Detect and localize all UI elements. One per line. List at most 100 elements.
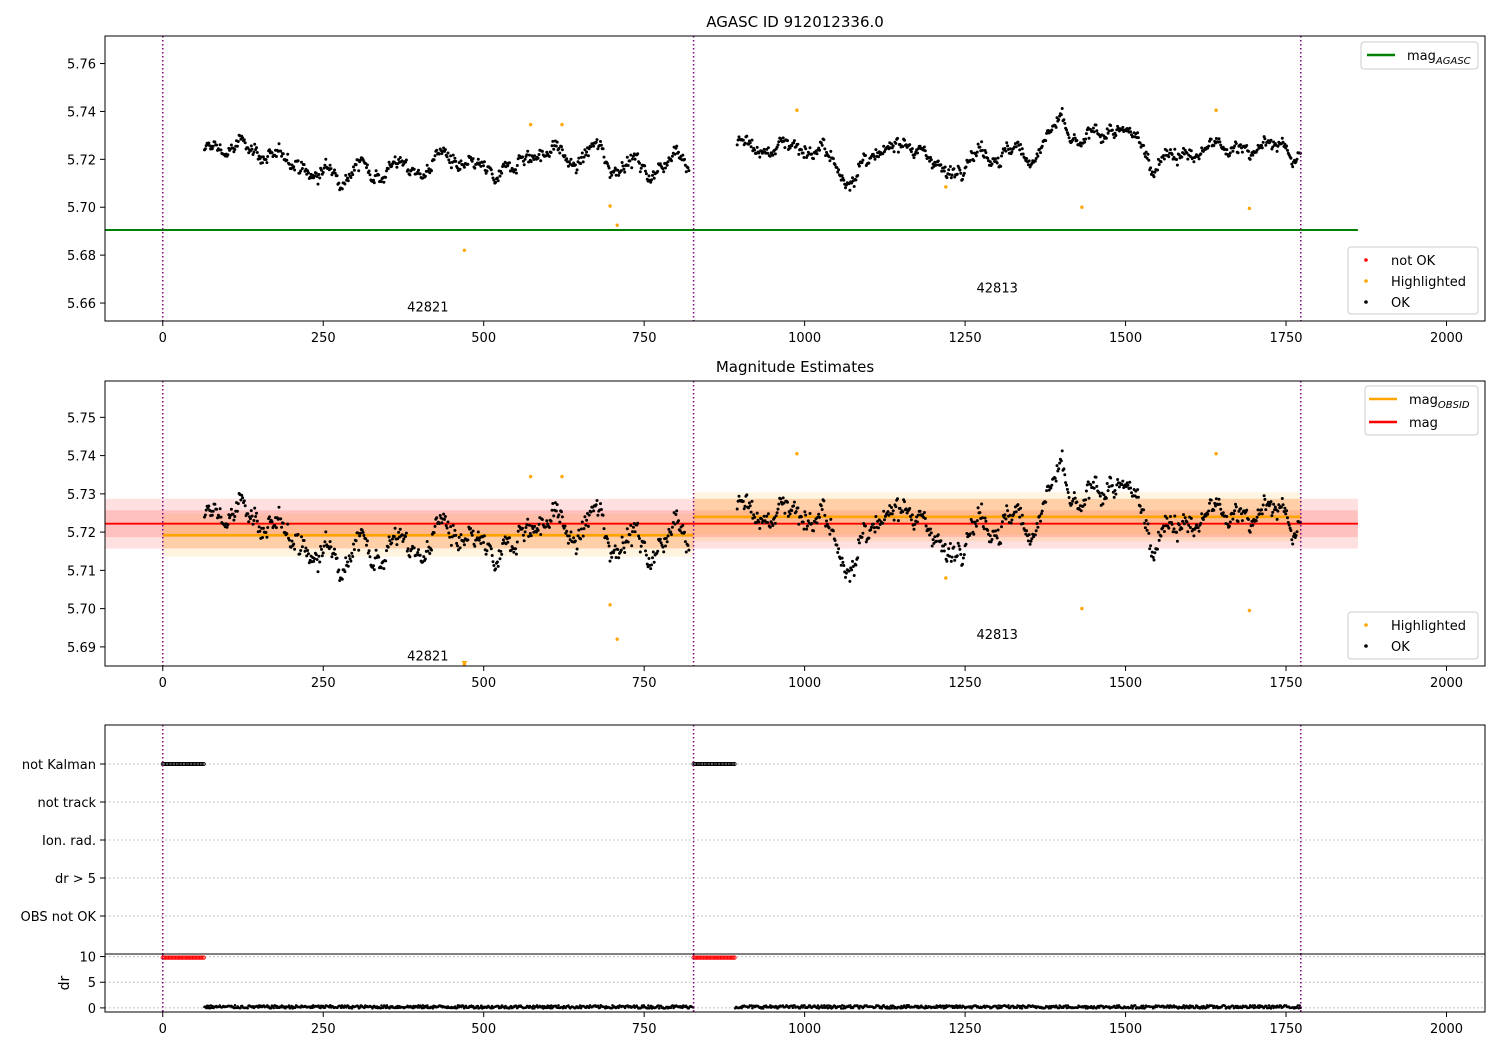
ok-point bbox=[318, 560, 322, 564]
ok-point bbox=[246, 512, 250, 516]
highlighted-point bbox=[528, 122, 533, 127]
dr-ok-point bbox=[1143, 1006, 1147, 1010]
ok-point bbox=[462, 543, 466, 547]
ok-point bbox=[398, 156, 402, 159]
dr-not-ok-point bbox=[201, 955, 206, 960]
ok-point bbox=[1136, 495, 1140, 499]
ok-point bbox=[430, 548, 433, 552]
ok-point bbox=[945, 176, 949, 180]
ok-point bbox=[848, 188, 852, 192]
ok-point bbox=[264, 158, 268, 161]
dr-ok-point bbox=[233, 1004, 237, 1007]
ok-point bbox=[215, 507, 219, 511]
ok-point bbox=[1214, 497, 1218, 501]
ok-point bbox=[268, 515, 271, 519]
ok-point bbox=[912, 527, 916, 531]
ok-point bbox=[500, 552, 504, 556]
ok-point bbox=[1129, 486, 1133, 490]
ok-point bbox=[644, 172, 648, 176]
ok-point bbox=[656, 549, 660, 553]
ok-point bbox=[305, 554, 309, 558]
ok-point bbox=[492, 178, 496, 182]
dr-not-ok-point bbox=[178, 955, 184, 960]
x-tick-label: 250 bbox=[311, 1022, 336, 1037]
ok-point bbox=[340, 187, 344, 191]
ok-point bbox=[584, 153, 588, 157]
ok-point bbox=[850, 181, 854, 185]
ok-point bbox=[565, 157, 569, 161]
ok-point bbox=[1167, 155, 1171, 159]
x-tick-label: 0 bbox=[159, 676, 167, 691]
dr-ok-point bbox=[1231, 1004, 1235, 1008]
ok-point bbox=[592, 509, 596, 513]
ok-point bbox=[1221, 145, 1225, 149]
ok-point bbox=[620, 535, 624, 539]
ok-point bbox=[903, 500, 906, 504]
ok-point bbox=[1240, 519, 1244, 523]
dr-not-ok-point bbox=[725, 955, 730, 960]
x-tick-label: 2000 bbox=[1430, 1022, 1463, 1037]
ok-point bbox=[922, 145, 926, 149]
ok-point bbox=[457, 535, 461, 539]
ok-point bbox=[949, 176, 953, 180]
ok-point bbox=[1264, 508, 1268, 512]
ok-point bbox=[948, 554, 951, 558]
ok-point bbox=[315, 175, 319, 178]
ok-point bbox=[1120, 483, 1124, 487]
ok-point bbox=[1027, 533, 1031, 537]
ok-point bbox=[888, 504, 892, 508]
ok-point bbox=[1291, 542, 1295, 546]
dr-ok-point bbox=[890, 1006, 893, 1010]
ok-point bbox=[825, 519, 828, 523]
ok-point bbox=[837, 547, 841, 551]
ok-point bbox=[677, 519, 680, 523]
ok-point bbox=[281, 152, 285, 156]
ok-point bbox=[352, 168, 356, 172]
magnitude-estimates-frame bbox=[104, 380, 1486, 667]
ok-point bbox=[614, 556, 618, 559]
ok-point bbox=[833, 163, 837, 167]
ok-point bbox=[456, 548, 460, 552]
ok-point bbox=[996, 156, 1000, 160]
ok-point bbox=[970, 151, 974, 155]
ok-point bbox=[440, 521, 444, 525]
dr-not-ok-point bbox=[709, 955, 715, 960]
ok-point bbox=[273, 523, 277, 527]
dr-ok-point bbox=[287, 1004, 291, 1007]
ok-point bbox=[476, 530, 480, 534]
ok-point bbox=[1175, 158, 1179, 161]
ok-point bbox=[516, 529, 520, 533]
ok-point bbox=[437, 522, 441, 525]
highlighted-point bbox=[608, 204, 612, 208]
dr-ok-point bbox=[426, 1004, 429, 1007]
ok-point bbox=[393, 155, 397, 159]
dr-ok-point bbox=[246, 1006, 249, 1010]
ok-point bbox=[1065, 487, 1069, 491]
ok-point bbox=[494, 180, 498, 184]
ok-point bbox=[844, 575, 847, 579]
ok-point bbox=[340, 577, 344, 581]
y-tick-label: 5.74 bbox=[67, 105, 96, 120]
ok-point bbox=[473, 544, 477, 548]
ok-point bbox=[515, 540, 519, 544]
ok-point bbox=[786, 139, 789, 143]
dr-not-ok-point bbox=[730, 955, 736, 960]
dr-not-ok-point bbox=[198, 955, 204, 960]
ok-point bbox=[213, 502, 217, 506]
ok-point bbox=[442, 512, 446, 516]
ok-point bbox=[349, 176, 353, 179]
ok-point bbox=[1231, 149, 1235, 153]
ok-point bbox=[796, 506, 800, 510]
ok-point bbox=[768, 525, 772, 529]
ok-point bbox=[236, 140, 240, 143]
ok-point bbox=[1171, 530, 1175, 534]
ok-point bbox=[1016, 503, 1020, 507]
ok-point bbox=[776, 507, 780, 511]
ok-point bbox=[279, 517, 283, 521]
dr-ok-point bbox=[1223, 1004, 1227, 1008]
ok-point bbox=[523, 157, 527, 161]
dr-ok-point bbox=[462, 1004, 465, 1008]
flag-point bbox=[172, 762, 177, 767]
ok-point bbox=[408, 173, 412, 177]
dr-ok-point bbox=[1265, 1004, 1268, 1008]
